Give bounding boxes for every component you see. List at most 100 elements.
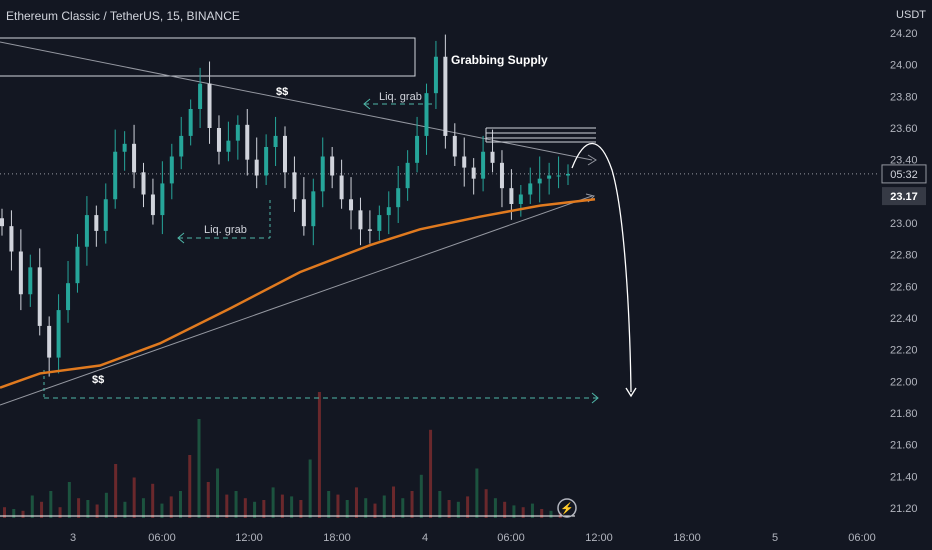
candle-body — [528, 183, 533, 195]
trendline-arrowhead — [587, 154, 597, 166]
candle-body — [226, 140, 231, 152]
candle-body — [273, 135, 278, 147]
volume-bar — [373, 503, 377, 518]
candle-body — [301, 199, 306, 227]
candle-body — [245, 124, 250, 160]
volume-bar — [484, 489, 488, 518]
price-axis[interactable]: 24.2024.0023.8023.6023.4023.2023.0022.80… — [881, 28, 927, 515]
candle-body — [113, 151, 118, 200]
candle-body — [433, 56, 438, 94]
volume-bar — [86, 500, 90, 518]
candle-body — [471, 167, 476, 179]
volume-bar — [49, 491, 53, 518]
candle-body — [235, 124, 240, 141]
annotation-dollars-upper: $$ — [276, 86, 288, 98]
price-tick-label: 21.80 — [890, 408, 918, 420]
volume-bar — [512, 505, 516, 518]
candle-body — [103, 199, 108, 231]
time-tick-label: 3 — [70, 532, 76, 544]
price-tick-label: 21.20 — [890, 503, 918, 515]
candle-body — [56, 310, 61, 358]
candle-body — [358, 210, 363, 230]
flash-icon — [557, 498, 577, 518]
annotation-dollars-lower: $$ — [92, 374, 104, 386]
candle-body — [179, 135, 184, 157]
volume-bar — [493, 498, 497, 518]
candle-body — [264, 147, 269, 176]
time-tick-label: 18:00 — [673, 532, 701, 544]
volume-bar — [114, 464, 118, 518]
candle-body — [509, 188, 514, 204]
price-tick-label: 22.40 — [890, 313, 918, 325]
candle-body — [556, 175, 561, 177]
candle-body — [396, 188, 401, 208]
candle-body — [84, 215, 89, 247]
volume-bar — [354, 487, 358, 518]
volume-bar — [271, 487, 275, 518]
flash-icon-glyph: ⚡ — [560, 502, 574, 515]
projection-path — [571, 142, 632, 393]
time-axis[interactable]: 3 06:00 12:00 18:00 4 06:00 12:00 18:00 5 06:00 — [70, 532, 876, 544]
price-tick-label: 24.20 — [890, 28, 918, 40]
volume-bar — [401, 498, 405, 518]
volume-bar — [364, 498, 368, 518]
time-tick-label: 06:00 — [848, 532, 876, 544]
candle-body — [18, 251, 23, 295]
volume-bar — [95, 504, 99, 518]
drawings — [0, 37, 880, 406]
time-tick-label: 5 — [772, 532, 778, 544]
volume-bar — [67, 482, 71, 518]
time-tick-label: 18:00 — [323, 532, 351, 544]
candle-body — [386, 207, 391, 216]
candle-body — [160, 183, 165, 216]
volume-bar — [169, 496, 173, 518]
countdown-label: 05:32 — [890, 169, 918, 181]
projection-arrowhead — [625, 387, 637, 398]
annotation-labels: Grabbing Supply Liq. grab Liq. grab $$ $$ — [92, 53, 548, 386]
volume-bar — [308, 459, 312, 518]
candle-body — [462, 156, 467, 168]
price-tick-label: 21.60 — [890, 440, 918, 452]
candle-body — [320, 156, 325, 192]
volume-bar — [345, 500, 349, 518]
volume-bar — [21, 510, 25, 518]
candle-body — [66, 283, 71, 311]
volume-bar — [419, 474, 423, 518]
volume-bar — [429, 429, 433, 518]
volume-bar — [447, 500, 451, 518]
volume-bar — [104, 492, 108, 518]
volume-bar — [549, 510, 553, 518]
currency-label: USDT — [896, 9, 926, 21]
time-tick-label: 4 — [422, 532, 428, 544]
candle-body — [547, 175, 552, 179]
volume-bar — [382, 495, 386, 518]
price-tick-label: 23.00 — [890, 218, 918, 230]
volume-bar — [243, 498, 247, 518]
annotation-liq-grab-lower: Liq. grab — [204, 224, 247, 236]
candle-body — [75, 246, 80, 284]
volume-bar — [521, 507, 525, 518]
volume-bar — [225, 494, 229, 518]
ema-curve — [0, 198, 596, 389]
price-tick-label: 21.40 — [890, 471, 918, 483]
volume-bar — [410, 491, 414, 518]
supply-zone-box — [0, 37, 416, 77]
candle-body — [216, 128, 221, 152]
candles — [0, 34, 570, 377]
time-tick-label: 12:00 — [235, 532, 263, 544]
descending-trendline — [0, 41, 593, 161]
candle-body — [518, 194, 523, 204]
time-tick-label: 12:00 — [585, 532, 613, 544]
volume-bar — [206, 482, 210, 518]
volume-bar — [30, 495, 34, 518]
candle-body — [198, 83, 203, 109]
candle-body — [443, 56, 448, 136]
volume-bar — [317, 392, 321, 518]
volume-bar — [262, 500, 266, 518]
volume-bar — [123, 501, 127, 518]
liquidity-arrowhead — [591, 392, 599, 404]
volume-bar — [503, 501, 507, 518]
candle-body — [481, 151, 486, 179]
candle-body — [452, 135, 457, 157]
